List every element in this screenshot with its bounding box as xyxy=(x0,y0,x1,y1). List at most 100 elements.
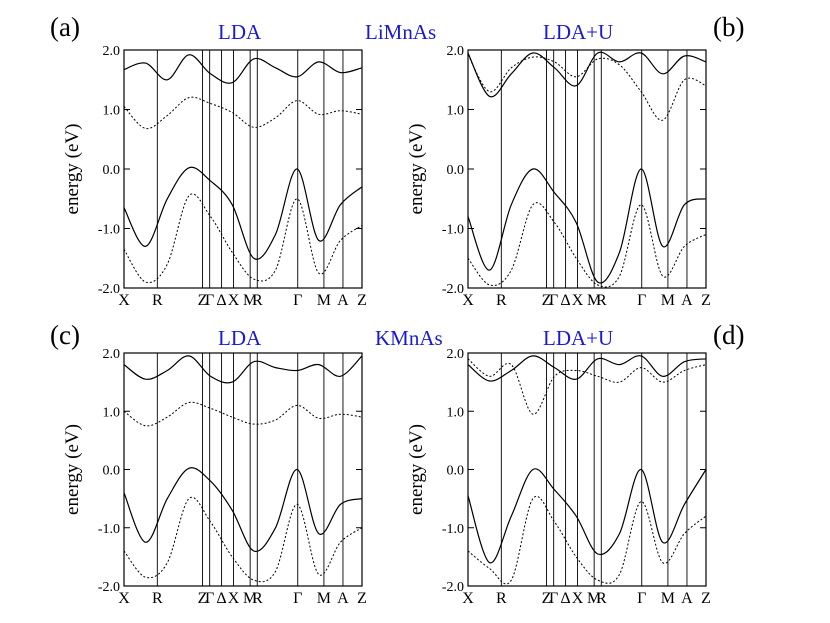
kpoint-label-c-1: R xyxy=(152,590,163,607)
plot-frame-d xyxy=(467,352,707,587)
y-axis-label-b: energy (eV) xyxy=(406,124,427,215)
ytick-label-b-4: 2.0 xyxy=(447,44,465,59)
kpoint-label-a-5: X xyxy=(228,292,240,309)
kpoint-label-b-10: A xyxy=(681,292,693,309)
panel-title-d: LDA+U xyxy=(543,326,614,350)
kpoint-label-b-3: Γ xyxy=(549,292,558,309)
kpoint-label-d-4: Δ xyxy=(560,590,570,607)
band-a-2 xyxy=(124,166,362,260)
ytick-label-d-2: 0.0 xyxy=(447,464,465,479)
kpoint-label-c-0: X xyxy=(118,590,130,607)
kpoint-label-b-4: Δ xyxy=(560,292,570,309)
ytick-label-c-2: 0.0 xyxy=(103,464,121,479)
panel-label-a: (a) xyxy=(50,12,80,42)
ytick-label-b-0: -2.0 xyxy=(442,282,464,297)
ytick-label-d-4: 2.0 xyxy=(447,347,465,362)
band-c-3 xyxy=(124,496,362,583)
kpoint-label-a-0: X xyxy=(118,292,130,309)
kpoint-label-a-1: R xyxy=(152,292,163,309)
ytick-label-c-4: 2.0 xyxy=(103,347,121,362)
kpoint-label-c-11: Z xyxy=(357,590,367,607)
kpoint-label-d-9: M xyxy=(661,590,675,607)
ytick-label-b-3: 1.0 xyxy=(447,104,465,119)
kpoint-label-d-7: R xyxy=(596,590,607,607)
kpoint-label-d-5: X xyxy=(572,590,584,607)
ytick-label-a-3: 1.0 xyxy=(103,104,121,119)
kpoint-label-c-6: M xyxy=(243,590,257,607)
band-a-1 xyxy=(124,96,362,130)
kpoint-label-a-11: Z xyxy=(357,292,367,309)
ytick-label-c-3: 1.0 xyxy=(103,405,121,420)
kpoint-label-d-3: Γ xyxy=(549,590,558,607)
band-c-2 xyxy=(124,467,362,553)
ytick-label-d-1: -1.0 xyxy=(442,522,464,537)
kpoint-label-a-8: Γ xyxy=(293,292,302,309)
y-axis-label-a: energy (eV) xyxy=(62,124,83,215)
band-c-1 xyxy=(124,401,362,427)
band-b-0 xyxy=(468,51,706,98)
kpoint-label-b-2: Z xyxy=(542,292,552,309)
kpoint-label-d-10: A xyxy=(681,590,693,607)
band-a-3 xyxy=(124,193,362,284)
kpoint-label-a-2: Z xyxy=(198,292,208,309)
band-b-2 xyxy=(468,168,706,284)
kpoint-label-c-2: Z xyxy=(198,590,208,607)
ytick-label-b-1: -1.0 xyxy=(442,223,464,238)
band-b-1 xyxy=(468,54,706,121)
ytick-label-a-2: 0.0 xyxy=(103,163,121,178)
ytick-label-b-2: 0.0 xyxy=(447,163,465,178)
kpoint-label-c-9: M xyxy=(317,590,331,607)
ytick-label-c-0: -2.0 xyxy=(98,580,120,595)
kpoint-label-a-10: A xyxy=(337,292,349,309)
kpoint-label-d-0: X xyxy=(462,590,474,607)
kpoint-label-a-4: Δ xyxy=(216,292,226,309)
kpoint-label-d-2: Z xyxy=(542,590,552,607)
plot-frame-b xyxy=(467,49,707,289)
kpoint-label-a-3: Γ xyxy=(205,292,214,309)
y-axis-label-c: energy (eV) xyxy=(62,424,83,515)
plot-frame-a xyxy=(123,49,363,289)
band-c-0 xyxy=(124,355,362,384)
ytick-label-a-0: -2.0 xyxy=(98,282,120,297)
band-d-1 xyxy=(468,358,706,415)
kpoint-label-c-8: Γ xyxy=(293,590,302,607)
ytick-label-c-1: -1.0 xyxy=(98,522,120,537)
panel-label-c: (c) xyxy=(50,320,80,350)
kpoint-label-b-9: M xyxy=(661,292,675,309)
kpoint-label-c-4: Δ xyxy=(216,590,226,607)
kpoint-label-a-7: R xyxy=(252,292,263,309)
band-d-2 xyxy=(468,468,706,564)
kpoint-label-b-0: X xyxy=(462,292,474,309)
kpoint-label-c-7: R xyxy=(252,590,263,607)
plot-frame-c xyxy=(123,352,363,587)
kpoint-label-d-1: R xyxy=(496,590,507,607)
panel-title-b: LDA+U xyxy=(543,20,614,44)
kpoint-label-a-9: M xyxy=(317,292,331,309)
kpoint-label-c-5: X xyxy=(228,590,240,607)
kpoint-label-b-1: R xyxy=(496,292,507,309)
panel-title-c: LDA xyxy=(218,326,262,350)
ytick-label-d-3: 1.0 xyxy=(447,405,465,420)
compound-label-kmnas: KMnAs xyxy=(375,326,443,350)
kpoint-label-c-10: A xyxy=(337,590,349,607)
kpoint-label-b-5: X xyxy=(572,292,584,309)
panel-label-b: (b) xyxy=(713,12,745,42)
band-b-3 xyxy=(468,202,706,288)
kpoint-label-d-11: Z xyxy=(701,590,711,607)
kpoint-label-b-11: Z xyxy=(701,292,711,309)
band-d-0 xyxy=(468,355,706,382)
y-axis-label-d: energy (eV) xyxy=(406,424,427,515)
ytick-label-d-0: -2.0 xyxy=(442,580,464,595)
kpoint-label-b-8: Γ xyxy=(637,292,646,309)
panel-label-d: (d) xyxy=(713,320,745,350)
ytick-label-a-4: 2.0 xyxy=(103,44,121,59)
kpoint-label-b-7: R xyxy=(596,292,607,309)
kpoint-label-d-8: Γ xyxy=(637,590,646,607)
kpoint-label-d-6: M xyxy=(587,590,601,607)
kpoint-label-a-6: M xyxy=(243,292,257,309)
kpoint-label-c-3: Γ xyxy=(205,590,214,607)
panel-title-a: LDA xyxy=(218,20,262,44)
kpoint-label-b-6: M xyxy=(587,292,601,309)
ytick-label-a-1: -1.0 xyxy=(98,223,120,238)
